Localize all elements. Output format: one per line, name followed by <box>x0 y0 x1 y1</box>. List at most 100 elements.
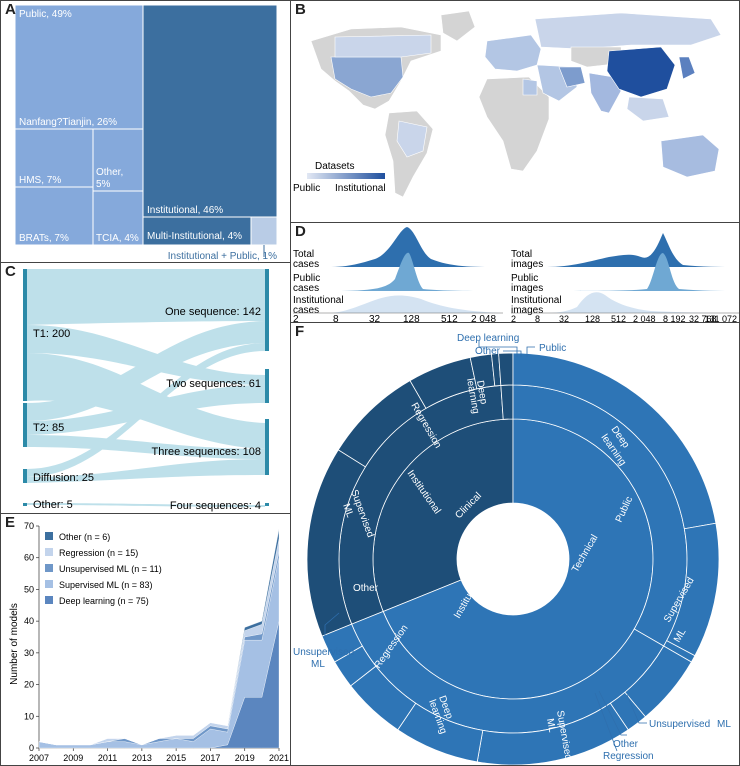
bar-other[interactable] <box>23 503 27 506</box>
panel-label-e: E <box>5 514 16 531</box>
label-institutional: Institutional, 46% <box>147 205 223 216</box>
tile-multi[interactable] <box>142 216 252 246</box>
ridge-left-inst[interactable] <box>327 295 501 313</box>
d-right-tick-7: 8 192 <box>663 314 686 323</box>
map-se-asia[interactable] <box>626 96 670 122</box>
tile-instpub[interactable] <box>250 216 278 246</box>
f-callout-line-unsup-left <box>324 612 340 639</box>
d-right-label-3b: images <box>511 305 543 316</box>
d-right-tick-2: 8 <box>535 314 540 323</box>
area-chart-e: Number of models 0 10 20 30 40 50 60 70 2007 2009… <box>9 521 289 763</box>
flow-diff-one[interactable] <box>27 343 265 477</box>
ridgeline-d: Total cases Public cases Institutional c… <box>293 227 739 323</box>
bar-four[interactable] <box>265 503 269 506</box>
flow-t1-three[interactable] <box>27 353 265 449</box>
flow-t2-one[interactable] <box>27 321 265 421</box>
map-canada[interactable] <box>334 34 432 58</box>
tile-nanfang[interactable] <box>14 4 144 130</box>
label-multi: Multi-Institutional, 4% <box>147 231 242 242</box>
f-callouts: Deep learning Other Public Unsupervised … <box>293 333 731 762</box>
bar-t1[interactable] <box>23 269 27 401</box>
f-arc-inst-other-l[interactable] <box>321 623 363 663</box>
d-left-tick-2: 8 <box>333 314 339 323</box>
e-ytick-label: 30 <box>24 648 34 658</box>
bar-t2[interactable] <box>23 403 27 447</box>
f-callout-deep-learning: Deep learning <box>457 333 519 344</box>
ridge-left-public[interactable] <box>327 252 501 291</box>
d-right-tick-8: 32 768 <box>689 314 717 323</box>
tile-institutional[interactable] <box>142 4 278 218</box>
d-right-label-1b: images <box>511 259 543 270</box>
e-ytick-label: 60 <box>24 553 34 563</box>
d-right-tick-4: 128 <box>585 314 600 323</box>
map-legend-low: Public <box>293 183 320 194</box>
sankey-flows <box>27 269 265 507</box>
map-china[interactable] <box>606 46 676 98</box>
panel-d: D Total cases Public cases Institutional… <box>290 222 740 323</box>
d-left-tick-1: 2 <box>293 314 299 323</box>
f-arc-clinical-public[interactable] <box>500 384 514 420</box>
map-korea-japan[interactable] <box>678 56 696 80</box>
e-xtick-label: 2007 <box>29 753 49 763</box>
map-russia[interactable] <box>534 12 722 50</box>
label-other: Other, <box>96 167 123 178</box>
map-iran[interactable] <box>558 66 586 88</box>
panel-label-d: D <box>295 223 306 240</box>
flow-t2-three[interactable] <box>27 435 265 459</box>
e-legend-swatch <box>45 532 53 540</box>
sankey-target-bars <box>265 269 269 506</box>
e-xtick-label: 2017 <box>200 753 220 763</box>
map-egypt[interactable] <box>522 78 538 96</box>
d-right-tick-1: 2 <box>511 314 516 323</box>
ridge-left-total[interactable] <box>327 227 501 267</box>
bar-two[interactable] <box>265 369 269 403</box>
left-row-labels: Total cases Public cases Institutional c… <box>293 249 344 316</box>
e-area-0[interactable] <box>38 529 280 745</box>
bar-one[interactable] <box>265 269 269 351</box>
e-ytick-label: 40 <box>24 616 34 626</box>
map-legend-title: Datasets <box>315 161 354 172</box>
e-xtick-label: 2011 <box>98 753 117 763</box>
tile-tcia[interactable] <box>92 190 144 246</box>
source-other: Other: 5 <box>33 499 73 511</box>
f-callout-line-unsup-right <box>626 694 647 724</box>
flow-diff-three[interactable] <box>27 459 265 483</box>
f-callout-other: Other <box>475 346 501 357</box>
map-australia[interactable] <box>660 134 720 178</box>
e-legend-label: Other (n = 6) <box>59 532 110 542</box>
e-legend-label: Supervised ML (n = 83) <box>59 580 152 590</box>
e-legend-swatch <box>45 548 53 556</box>
map-greenland[interactable] <box>440 10 476 42</box>
f-arc-clin-public[interactable] <box>498 352 514 386</box>
panel-label-c: C <box>5 263 16 280</box>
bar-diffusion[interactable] <box>23 469 27 483</box>
map-europe[interactable] <box>484 34 542 72</box>
d-left-tick-3: 32 <box>369 314 381 323</box>
d-left-label-2b: cases <box>293 283 319 294</box>
f-callout-unsup-right-ml: ML <box>717 719 731 730</box>
flow-t1-two[interactable] <box>27 325 265 385</box>
e-legend-swatch <box>45 580 53 588</box>
f-arcs <box>306 352 720 765</box>
label-public: Public, 49% <box>19 9 72 20</box>
e-legend: Other (n = 6) Regression (n = 15) Unsuperv… <box>45 532 162 606</box>
target-four: Four sequences: 4 <box>170 500 261 512</box>
e-xtick-label: 2009 <box>63 753 83 763</box>
ridge-right-total[interactable] <box>547 233 739 267</box>
flow-other[interactable] <box>27 503 265 507</box>
f-callout-unsup-left: Unsupervised <box>293 647 354 658</box>
map-brazil[interactable] <box>396 120 428 158</box>
d-left-label-1b: cases <box>293 259 319 270</box>
bar-three[interactable] <box>265 419 269 475</box>
map-africa[interactable] <box>478 76 550 172</box>
ridge-right-inst[interactable] <box>547 292 739 313</box>
e-ytick-label: 0 <box>29 743 34 753</box>
treemap-a: Public, 49% Nanfang?Tianjin, 26% HMS, 7%… <box>14 4 278 262</box>
sunburst-f: Clinical Technical Institutional Public … <box>293 333 731 765</box>
label-brats: BRATs, 7% <box>19 233 69 244</box>
tile-brats[interactable] <box>14 186 94 246</box>
tile-hms[interactable] <box>14 128 94 188</box>
map-usa[interactable] <box>330 56 404 98</box>
d-right-tick-9: 131 072 <box>704 314 737 323</box>
flow-t1-one[interactable] <box>27 269 265 325</box>
